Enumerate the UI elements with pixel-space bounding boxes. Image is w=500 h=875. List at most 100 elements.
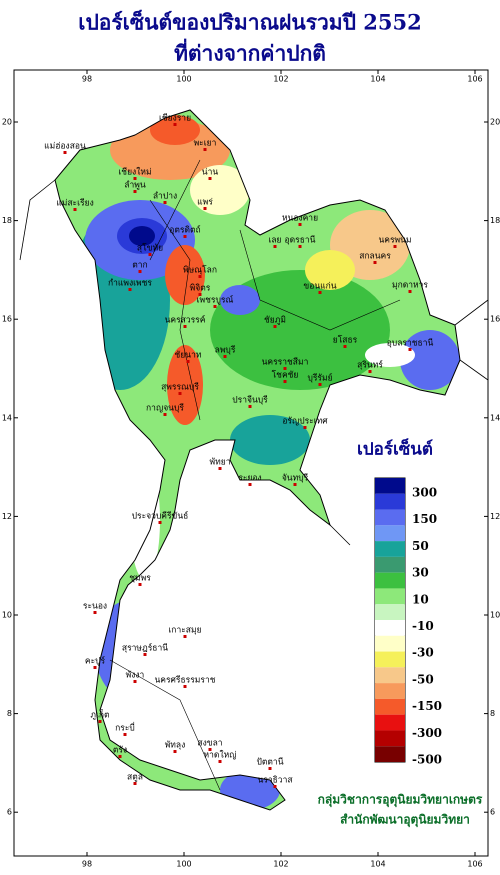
place-label: บุรีรัมย์ bbox=[307, 373, 332, 384]
place-label: เลย bbox=[268, 236, 281, 246]
place-label: นครสวรรค์ bbox=[165, 315, 206, 326]
station-marker bbox=[248, 483, 252, 486]
station-marker bbox=[93, 611, 97, 614]
place-label: เกาะสมุย bbox=[168, 626, 201, 636]
legend-label: 10 bbox=[412, 592, 429, 606]
place-label: ตรัง bbox=[113, 746, 127, 756]
station-marker bbox=[173, 123, 177, 126]
place-label: พะเยา bbox=[194, 139, 217, 149]
place-label: คะปูร์ bbox=[85, 656, 106, 667]
station-marker bbox=[128, 288, 132, 291]
station-marker bbox=[298, 223, 302, 226]
lon-label: 102 bbox=[273, 860, 288, 869]
station-marker bbox=[123, 733, 127, 736]
station-marker bbox=[208, 177, 212, 180]
province-border bbox=[109, 159, 401, 791]
lat-label: 10 bbox=[2, 611, 12, 620]
lon-label: 98 bbox=[82, 75, 92, 84]
legend-swatch bbox=[375, 620, 405, 636]
lon-label: 104 bbox=[370, 860, 385, 869]
legend-label: -30 bbox=[412, 646, 434, 660]
place-label: พังงา bbox=[126, 671, 145, 681]
place-label: หนองคาย bbox=[282, 214, 318, 224]
place-label: เชียงใหม่ bbox=[118, 167, 151, 178]
legend-swatch bbox=[375, 525, 405, 542]
place-label: น่าน bbox=[202, 168, 219, 178]
station-marker bbox=[218, 467, 222, 470]
place-label: นครศรีธรรมราช bbox=[154, 675, 215, 686]
lat-label: 6 bbox=[490, 808, 495, 817]
station-marker bbox=[343, 345, 347, 348]
station-marker bbox=[373, 261, 377, 264]
station-marker bbox=[138, 270, 142, 273]
legend-label: 300 bbox=[412, 486, 437, 500]
station-marker bbox=[293, 483, 297, 486]
legend-label: -500 bbox=[412, 753, 442, 767]
station-marker bbox=[173, 750, 177, 753]
legend-swatch bbox=[375, 714, 405, 731]
station-marker bbox=[273, 325, 277, 328]
station-marker bbox=[148, 253, 152, 256]
place-label: ลำปาง bbox=[153, 192, 177, 202]
station-marker bbox=[98, 720, 102, 723]
title: เปอร์เซ็นต์ของปริมาณฝนรวมปี 2552 bbox=[78, 9, 421, 35]
place-label: อุตรดิตถ์ bbox=[169, 225, 200, 236]
place-label: ยโสธร bbox=[333, 335, 358, 346]
station-marker bbox=[213, 305, 217, 308]
lat-label: 8 bbox=[490, 709, 495, 718]
legend-swatch bbox=[375, 572, 405, 589]
place-label: สกลนคร bbox=[359, 252, 391, 262]
place-label: สุพรรณบุรี bbox=[161, 382, 199, 393]
place-label: สงขลา bbox=[197, 739, 222, 749]
place-label: เพชรบูรณ์ bbox=[197, 295, 234, 306]
legend-swatch bbox=[375, 493, 405, 510]
station-marker bbox=[318, 383, 322, 386]
station-marker bbox=[273, 245, 277, 248]
place-label: แพร่ bbox=[197, 198, 213, 208]
place-label: นครราชสีมา bbox=[262, 357, 309, 368]
station-marker bbox=[133, 177, 137, 180]
station-marker bbox=[163, 201, 167, 204]
lat-label: 20 bbox=[490, 118, 500, 127]
place-label: ภูเก็ต bbox=[90, 709, 109, 721]
legend-title: เปอร์เซ็นต์ bbox=[357, 437, 433, 460]
legend-label: 30 bbox=[412, 566, 429, 580]
station-marker bbox=[63, 151, 67, 154]
legend-label: 50 bbox=[412, 539, 429, 553]
place-label: หาดใหญ่ bbox=[204, 750, 237, 761]
place-label: แม่ฮ่องสอน bbox=[44, 142, 86, 152]
place-label: อุดรธานี bbox=[285, 235, 316, 246]
legend-swatch bbox=[375, 478, 405, 494]
legend-swatch bbox=[375, 509, 405, 526]
legend-swatch bbox=[375, 667, 405, 684]
legend-swatch bbox=[375, 730, 405, 747]
lon-label: 106 bbox=[467, 860, 482, 869]
legend-swatch bbox=[375, 604, 405, 620]
lat-label: 12 bbox=[490, 512, 500, 521]
legend-swatch bbox=[375, 651, 405, 668]
place-label: ระนอง bbox=[83, 602, 107, 612]
station-marker bbox=[203, 207, 207, 210]
place-label: สุรินทร์ bbox=[357, 360, 383, 371]
station-marker bbox=[158, 521, 162, 524]
credit: สำนักพัฒนาอุตุนิยมวิทยา bbox=[340, 813, 470, 828]
lon-label: 100 bbox=[176, 860, 191, 869]
place-label: สตูล bbox=[127, 773, 143, 783]
lon-label: 104 bbox=[370, 75, 385, 84]
place-label: ตาก bbox=[132, 261, 147, 271]
lat-label: 14 bbox=[2, 413, 12, 422]
station-marker bbox=[318, 291, 322, 294]
lon-label: 98 bbox=[82, 860, 92, 869]
station-marker bbox=[283, 380, 287, 383]
legend-swatch bbox=[375, 746, 405, 762]
lat-label: 16 bbox=[2, 315, 12, 324]
place-label: สุราษฎร์ธานี bbox=[122, 643, 168, 654]
legend-swatch bbox=[375, 683, 405, 699]
station-marker bbox=[198, 275, 202, 278]
lat-label: 20 bbox=[2, 118, 12, 127]
legend-swatch bbox=[375, 635, 405, 652]
place-label: พิจิตร bbox=[190, 284, 211, 294]
credit: กลุ่มวิชาการอุตุนิยมวิทยาเกษตร bbox=[318, 793, 483, 808]
place-label: ขอนแก่น bbox=[303, 282, 336, 292]
